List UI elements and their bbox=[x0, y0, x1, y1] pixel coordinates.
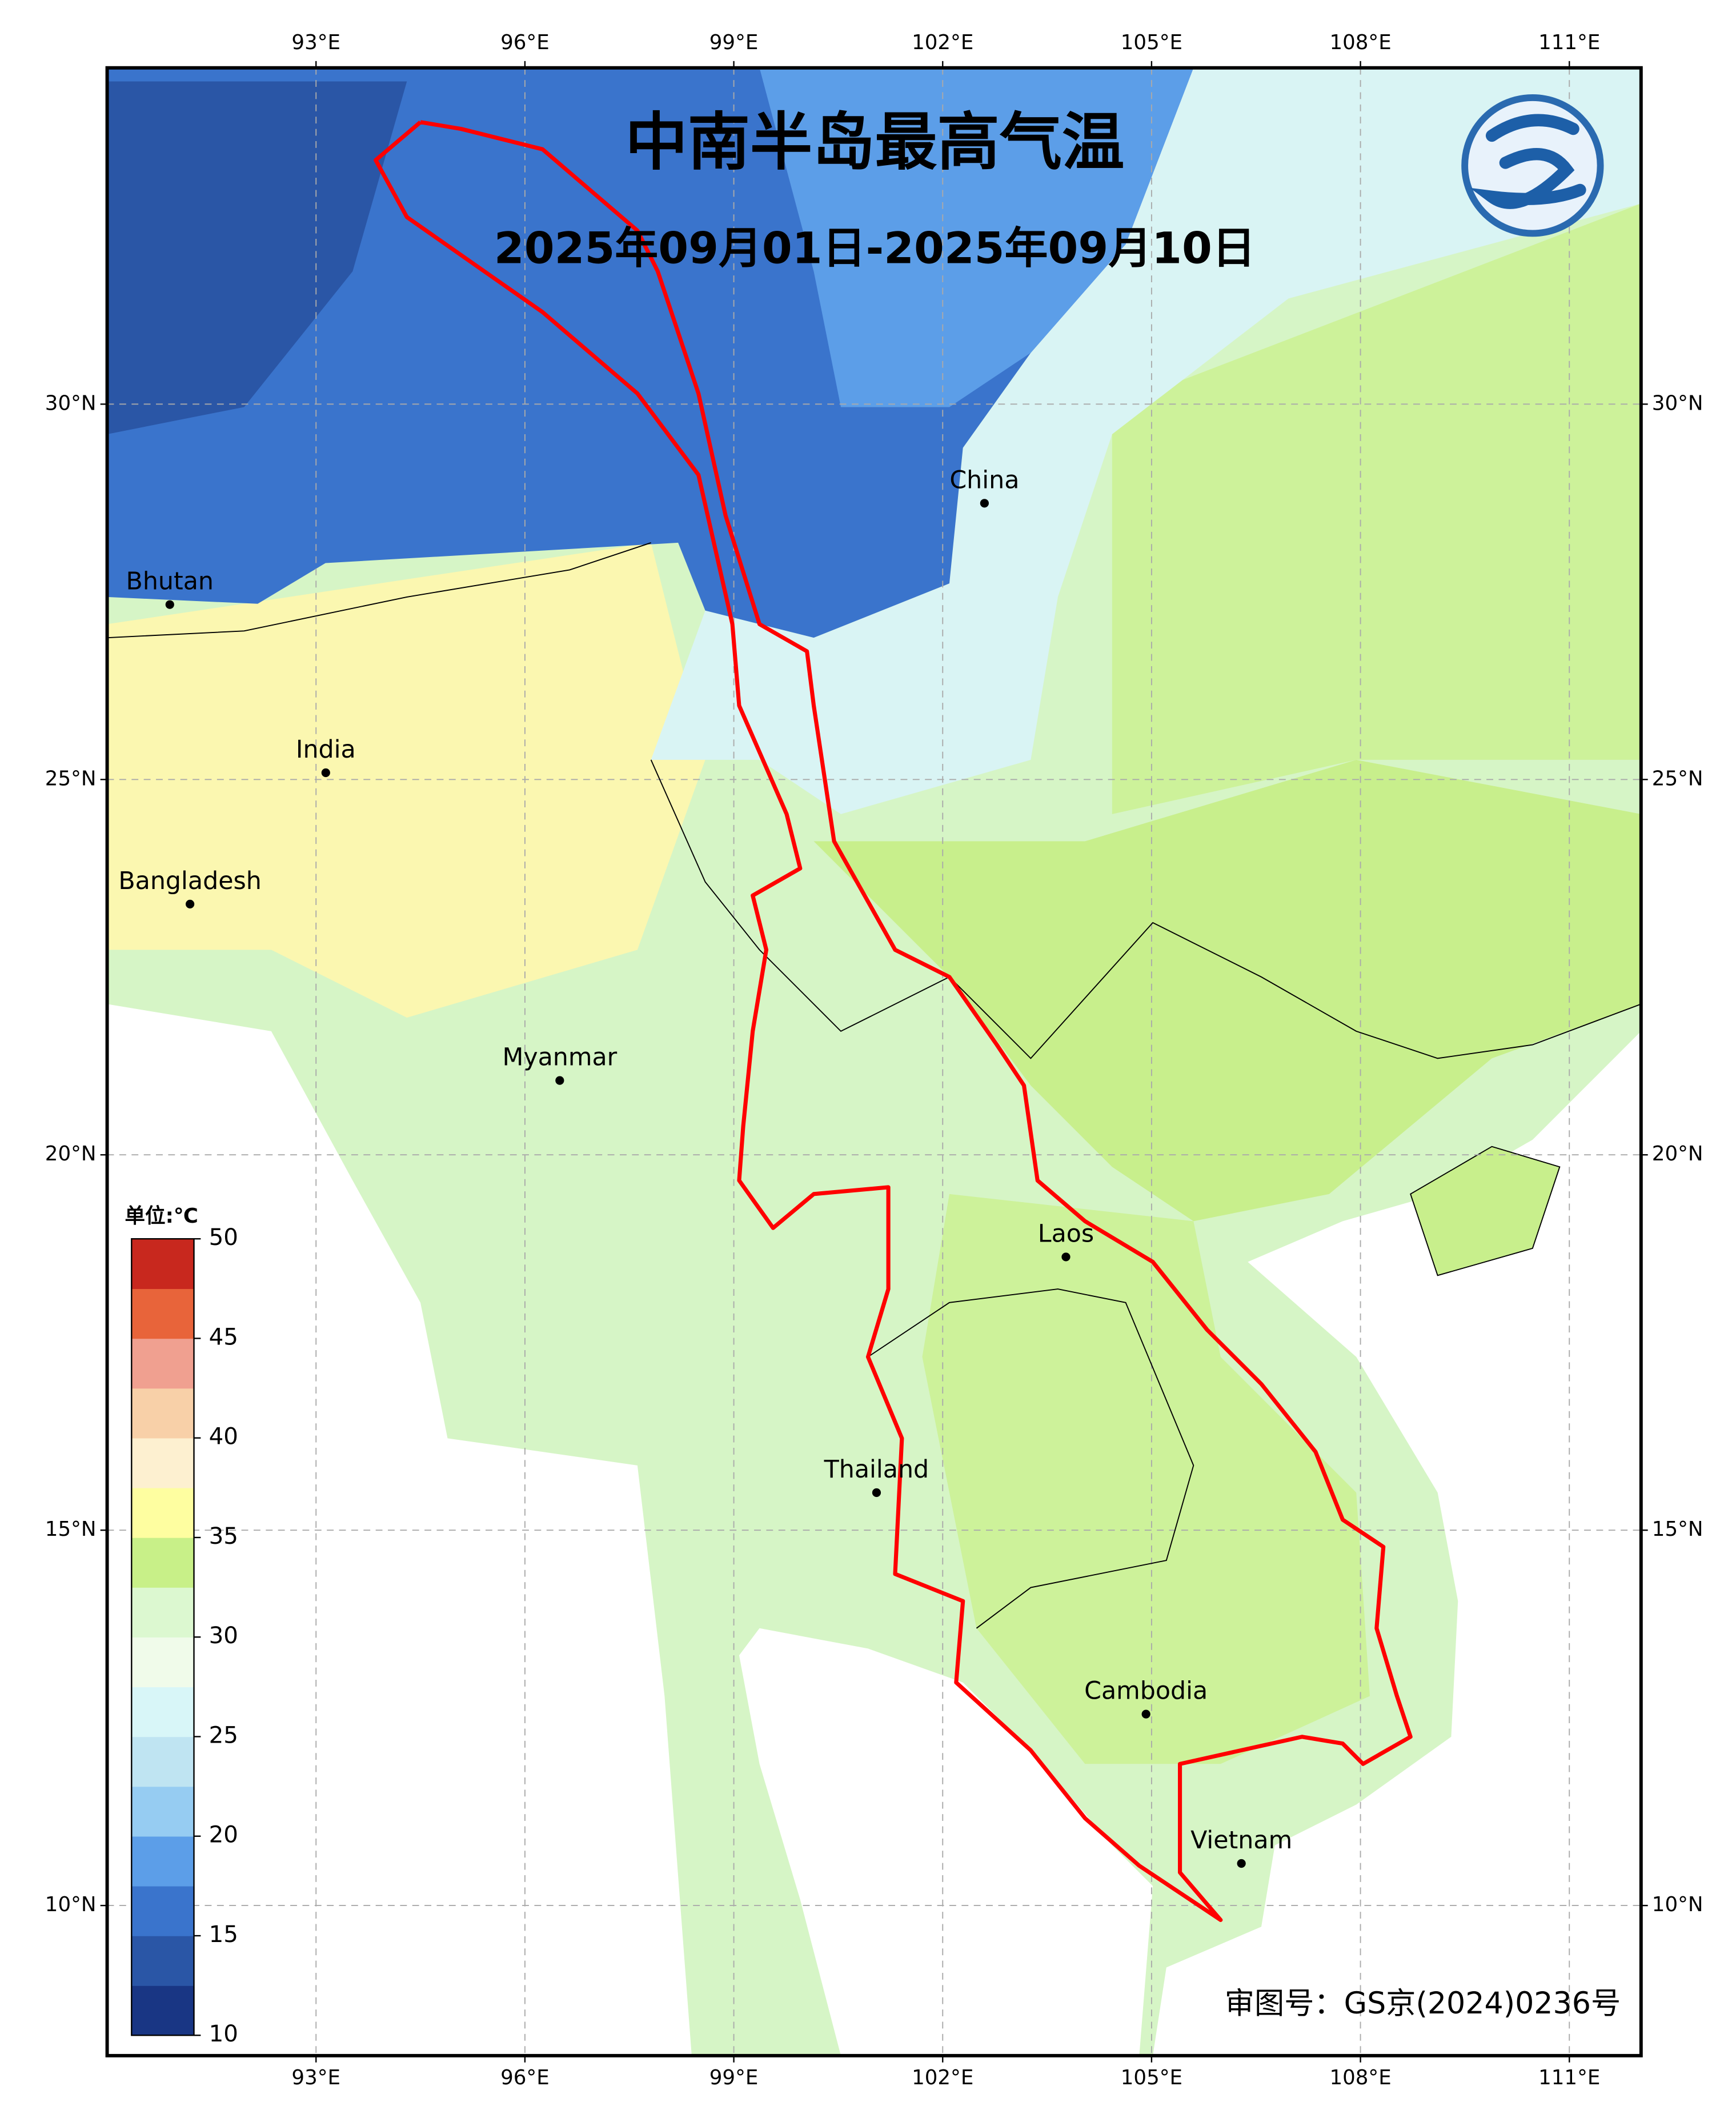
x-tick-label: 108°E bbox=[1329, 31, 1391, 54]
x-tick-label: 111°E bbox=[1538, 2066, 1600, 2089]
colorbar-band bbox=[131, 1537, 194, 1588]
colorbar-tick-label: 15 bbox=[209, 1921, 238, 1948]
logo-mark bbox=[1469, 114, 1586, 209]
place-label: Laos bbox=[1038, 1219, 1094, 1248]
y-tick-label: 30°N bbox=[45, 391, 97, 415]
places: China Bhutan India Bangladesh Myanmar Laos Tha… bbox=[118, 466, 1292, 1868]
place-label: Thailand bbox=[824, 1455, 929, 1484]
place-dot bbox=[186, 899, 195, 908]
colorbar-band bbox=[131, 1736, 194, 1787]
colorbar-band bbox=[131, 1487, 194, 1538]
colorbar-band bbox=[131, 1438, 194, 1488]
colorbar-tick-label: 25 bbox=[209, 1721, 238, 1748]
place-dot bbox=[872, 1488, 881, 1498]
colorbar-band bbox=[131, 1388, 194, 1439]
y-tick-label: 15°N bbox=[45, 1518, 97, 1541]
temp-patch bbox=[813, 759, 1641, 1222]
colorbar-tick-label: 30 bbox=[209, 1622, 238, 1649]
map-title: 中南半岛最高气温 bbox=[626, 106, 1125, 178]
colorbar-band bbox=[131, 1936, 194, 1986]
temp-patch bbox=[759, 67, 1194, 407]
place-label: Cambodia bbox=[1084, 1677, 1208, 1705]
place-label: Myanmar bbox=[502, 1043, 617, 1072]
place-dot bbox=[1237, 1859, 1246, 1868]
place-label: China bbox=[949, 466, 1019, 494]
y-tick-label: 25°N bbox=[1652, 767, 1703, 790]
colorbar-unit: 单位:℃ bbox=[125, 1204, 198, 1228]
y-tick-label: 30°N bbox=[1652, 391, 1703, 415]
x-tick-label: 93°E bbox=[291, 2066, 340, 2089]
country-border bbox=[107, 542, 651, 639]
temp-patch bbox=[1112, 203, 1641, 814]
place-label: Bhutan bbox=[126, 567, 214, 596]
x-tick-label: 96°E bbox=[500, 2066, 550, 2089]
colorbar-band bbox=[131, 1637, 194, 1688]
colorbar-tick-label: 20 bbox=[209, 1821, 238, 1848]
colorbar-band bbox=[131, 1687, 194, 1737]
map-area: China Bhutan India Bangladesh Myanmar Laos Tha… bbox=[107, 67, 1641, 2056]
place-dot bbox=[555, 1076, 564, 1085]
place-label: India bbox=[296, 735, 356, 764]
x-tick-label: 102°E bbox=[912, 31, 973, 54]
colorbar: 单位:℃ 10 15 20 25 30 35 40 45 50 bbox=[125, 1204, 238, 2047]
colorbar-band bbox=[131, 1786, 194, 1837]
place-dot bbox=[1141, 1709, 1150, 1719]
colorbar-tick-label: 40 bbox=[209, 1423, 238, 1450]
y-tick-label: 10°N bbox=[1652, 1893, 1703, 1916]
colorbar-band bbox=[131, 1239, 194, 1290]
y-tick-label: 20°N bbox=[45, 1142, 97, 1166]
country-border bbox=[650, 759, 1641, 1059]
sea bbox=[1153, 1031, 1641, 2056]
basin-boundary bbox=[374, 120, 1413, 1922]
temp-patch bbox=[107, 542, 705, 1018]
sea bbox=[739, 1628, 1153, 2056]
place-label: Bangladesh bbox=[118, 867, 262, 895]
logo bbox=[1461, 94, 1604, 237]
colorbar-band bbox=[131, 1288, 194, 1339]
temp-patch bbox=[651, 67, 1641, 814]
x-tick-label: 93°E bbox=[291, 31, 340, 54]
map-subtitle: 2025年09月01日-2025年09月10日 bbox=[494, 222, 1256, 273]
x-tick-label: 111°E bbox=[1538, 31, 1600, 54]
colorbar-tick-label: 10 bbox=[209, 2020, 238, 2047]
x-tick-label: 105°E bbox=[1121, 31, 1182, 54]
colorbar-band bbox=[131, 1985, 194, 2036]
temp-patch bbox=[922, 1194, 1370, 1764]
colorbar-band bbox=[131, 1587, 194, 1637]
temp-patch bbox=[107, 81, 407, 434]
y-tick-label: 10°N bbox=[45, 1893, 97, 1916]
country-border bbox=[867, 1288, 1194, 1629]
y-tick-label: 15°N bbox=[1652, 1518, 1703, 1541]
axis-ticks: 93°E 93°E 96°E 96°E 99°E 99°E 102°E 102°E 105°E 1… bbox=[45, 31, 1703, 2089]
colorbar-tick-label: 50 bbox=[209, 1224, 238, 1251]
x-tick-label: 96°E bbox=[500, 31, 550, 54]
place-dot bbox=[980, 499, 989, 508]
place-dot bbox=[165, 600, 174, 609]
y-tick-label: 25°N bbox=[45, 767, 97, 790]
sea bbox=[107, 1004, 692, 2056]
colorbar-tick-label: 35 bbox=[209, 1523, 238, 1550]
x-tick-label: 102°E bbox=[912, 2066, 973, 2089]
colorbar-tick-label: 45 bbox=[209, 1323, 238, 1350]
x-tick-label: 99°E bbox=[709, 2066, 759, 2089]
place-label: Vietnam bbox=[1190, 1826, 1292, 1855]
place-dot bbox=[1061, 1252, 1071, 1262]
x-tick-label: 99°E bbox=[709, 31, 759, 54]
place-dot bbox=[321, 768, 330, 778]
colorbar-band bbox=[131, 1836, 194, 1887]
colorbar-band bbox=[131, 1338, 194, 1389]
y-tick-label: 20°N bbox=[1652, 1142, 1703, 1166]
x-tick-label: 108°E bbox=[1329, 2066, 1391, 2089]
approval-number: 审图号：GS京(2024)0236号 bbox=[1225, 1987, 1621, 2021]
grid bbox=[107, 67, 1641, 2056]
x-tick-label: 105°E bbox=[1121, 2066, 1182, 2089]
colorbar-band bbox=[131, 1885, 194, 1936]
map-frame bbox=[105, 66, 1643, 2057]
